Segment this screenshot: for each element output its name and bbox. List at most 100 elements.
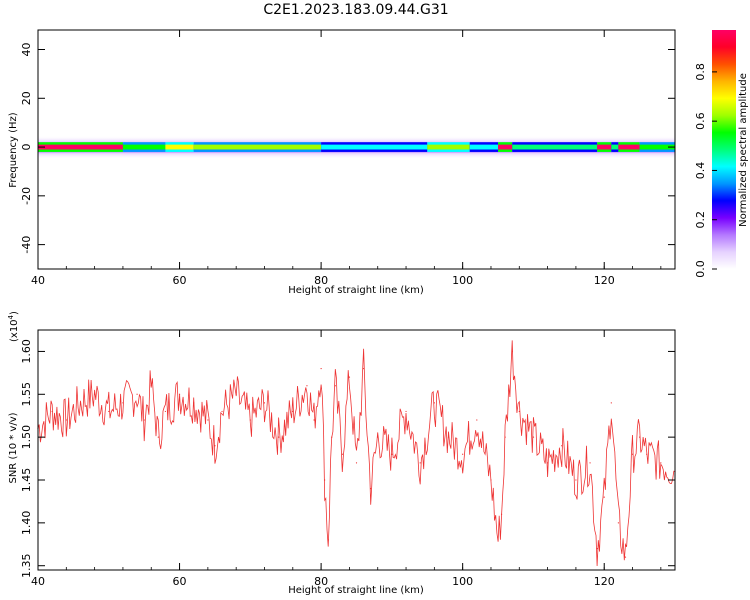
colorbar-tick-label: 0.6 — [694, 112, 707, 130]
snr-data-point — [193, 402, 195, 404]
snr-y-tick-label: 1.35 — [20, 553, 33, 578]
snr-data-point — [341, 453, 343, 455]
snr-data-point — [324, 479, 326, 481]
colorbar-tick-label: 0.2 — [694, 211, 707, 229]
snr-y-ticks: 1.35 1.40 1.45 1.50 1.55 1.60 — [20, 339, 675, 578]
snr-data-point — [561, 445, 563, 447]
snr-data-point — [497, 539, 499, 541]
snr-data-point — [178, 393, 181, 395]
colorbar-ticks: 0.0 0.2 0.4 0.6 0.8 — [694, 63, 717, 278]
snr-panel: 40 60 80 100 120 1.35 1.40 1.45 1.50 1.55 1.60 He… — [7, 311, 676, 596]
snr-x-tick-label: 40 — [31, 575, 45, 588]
spectrogram-y-label: Frequency (Hz) — [8, 112, 19, 188]
band-segment-core — [498, 144, 513, 150]
snr-data-point — [596, 547, 598, 550]
band-segment-core — [427, 144, 470, 150]
colorbar-tick-label: 0.8 — [694, 63, 707, 81]
snr-data-point — [143, 419, 145, 421]
snr-data-point — [65, 419, 67, 421]
snr-data-point — [419, 462, 421, 464]
snr-data-point — [235, 393, 237, 395]
snr-data-point — [511, 350, 513, 353]
snr-data-point — [617, 522, 619, 524]
snr-data-point — [490, 479, 492, 481]
figure-title: C2E1.2023.183.09.44.G31 — [263, 2, 448, 18]
snr-scale-exponent: 4 — [7, 314, 15, 319]
snr-data-point — [334, 385, 336, 387]
snr-data-point — [348, 376, 351, 378]
spectrogram-y-tick-label: -20 — [20, 187, 33, 205]
spectrogram-x-tick-label: 120 — [594, 274, 615, 287]
snr-data-point — [207, 419, 209, 421]
snr-data-point — [624, 556, 627, 558]
spectrogram-x-ticks: 40 60 80 100 120 — [31, 30, 662, 287]
band-segments — [38, 142, 675, 152]
band-segment-core — [597, 144, 612, 150]
snr-data-point — [547, 462, 549, 464]
snr-data-point — [462, 453, 464, 455]
spectrogram-x-label: Height of straight line (km) — [288, 285, 424, 296]
snr-data-point — [639, 436, 641, 438]
snr-x-ticks: 40 60 80 100 120 — [31, 330, 662, 588]
snr-data-point — [122, 402, 124, 404]
snr-y-tick-label: 1.50 — [20, 425, 33, 450]
snr-data-point — [610, 402, 612, 404]
snr-x-tick-label: 80 — [314, 575, 328, 588]
spectrogram-panel: 40 60 80 100 120 -40 -20 0 20 40 Height of strai… — [8, 29, 676, 296]
snr-x-tick-label: 60 — [173, 575, 187, 588]
snr-data-point — [313, 419, 315, 421]
snr-data-point — [320, 367, 322, 370]
snr-data-point — [306, 385, 308, 387]
snr-data-point — [518, 410, 520, 413]
snr-data-point — [51, 410, 53, 413]
snr-y-tick-label: 1.40 — [20, 511, 33, 536]
colorbar-tick-label: 0.4 — [694, 162, 707, 180]
colorbar-gradient — [712, 30, 736, 269]
colorbar-tick-label: 0.0 — [694, 260, 707, 278]
spectrogram-y-ticks: -40 -20 0 20 40 — [20, 43, 675, 254]
snr-data-point — [214, 445, 216, 447]
snr-data-point — [249, 419, 251, 421]
snr-data-point — [157, 436, 159, 438]
snr-data-point — [278, 436, 280, 438]
snr-data-point — [327, 539, 329, 541]
snr-data-point — [532, 436, 535, 438]
snr-data-point — [263, 402, 266, 404]
spectrogram-x-tick-label: 100 — [452, 274, 473, 287]
spectrogram-x-tick-label: 40 — [31, 274, 45, 287]
snr-data-point — [164, 410, 166, 413]
snr-data-point — [292, 410, 294, 413]
snr-data-point — [94, 393, 96, 395]
snr-y-tick-label: 1.60 — [20, 339, 33, 364]
spectrogram-y-tick-label: 0 — [20, 144, 33, 151]
spectrogram-y-tick-label: -40 — [20, 236, 33, 254]
snr-data-point — [331, 436, 333, 438]
snr-y-tick-label: 1.45 — [20, 468, 33, 493]
colorbar: 0.0 0.2 0.4 0.6 0.8 Normalized spectral ampl… — [694, 30, 749, 278]
band-segment-core — [122, 144, 166, 150]
snr-data-point — [433, 402, 435, 404]
snr-data-point — [108, 410, 110, 413]
snr-data-point — [447, 436, 450, 438]
snr-data-point — [589, 462, 591, 464]
snr-data-point — [150, 385, 152, 387]
band-segment-core — [193, 144, 322, 150]
snr-series-line — [37, 340, 676, 567]
snr-data-point — [79, 402, 82, 404]
snr-data-point — [136, 393, 138, 395]
snr-data-point — [391, 453, 393, 455]
spectrogram-y-tick-label: 40 — [20, 43, 33, 57]
snr-y-tick-label: 1.55 — [20, 382, 33, 407]
snr-data-point — [631, 453, 634, 455]
spectrogram-x-tick-label: 80 — [314, 274, 328, 287]
band-segment-core — [321, 144, 428, 150]
snr-x-tick-label: 120 — [594, 575, 615, 588]
snr-data-point — [370, 487, 372, 490]
snr-data-point — [405, 410, 407, 413]
snr-data-point — [377, 436, 379, 438]
band-segment-core — [639, 144, 675, 150]
snr-scale-close: ) — [9, 311, 20, 315]
snr-data-point — [221, 410, 223, 413]
band-segment-core — [611, 144, 619, 150]
